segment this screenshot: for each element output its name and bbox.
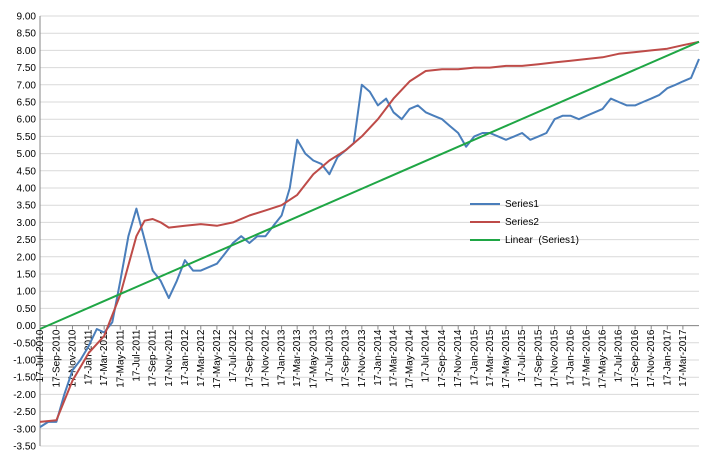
x-tick-label: 17-Jul-2013 xyxy=(324,329,335,382)
x-tick-label: 17-Mar-2014 xyxy=(389,329,400,387)
x-tick-label: 17-Sep-2016 xyxy=(630,329,641,387)
y-tick-label: 4.00 xyxy=(17,184,37,195)
x-tick-label: 17-Jul-2015 xyxy=(517,329,528,382)
x-tick-label: 17-Jan-2016 xyxy=(566,329,577,386)
y-tick-label: 0.50 xyxy=(17,304,37,315)
y-tick-label: 6.00 xyxy=(17,115,37,126)
x-tick-label: 17-Jan-2013 xyxy=(277,329,288,386)
x-tick-label: 17-May-2016 xyxy=(598,329,609,388)
y-tick-label: -1.50 xyxy=(13,373,36,384)
y-tick-label: 1.00 xyxy=(17,287,37,298)
y-tick-label: 5.00 xyxy=(17,149,37,160)
x-tick-label: 17-May-2013 xyxy=(308,329,319,388)
y-tick-label: -3.50 xyxy=(13,442,36,453)
x-tick-label: 17-Nov-2010 xyxy=(67,329,78,387)
y-tick-label: 2.00 xyxy=(17,252,37,263)
y-tick-label: -3.00 xyxy=(13,424,36,435)
y-tick-label: 6.50 xyxy=(17,98,37,109)
legend-label-linear-series1: Linear (Series1) xyxy=(505,235,579,246)
series-lines xyxy=(39,40,700,428)
x-tick-label: 17-Nov-2013 xyxy=(357,329,368,387)
y-tick-label: 5.50 xyxy=(17,132,37,143)
series-line-linear-series1 xyxy=(39,40,700,330)
x-tick-label: 17-Mar-2012 xyxy=(196,329,207,387)
x-tick-label: 17-Sep-2013 xyxy=(341,329,352,387)
y-tick-label: 3.50 xyxy=(17,201,37,212)
x-tick-label: 17-Jul-2012 xyxy=(228,329,239,382)
x-tick-label: 17-Jan-2012 xyxy=(180,329,191,386)
y-tick-label: 1.50 xyxy=(17,270,37,281)
series-line-series2 xyxy=(39,40,700,423)
legend-label-series1: Series1 xyxy=(505,199,539,210)
x-tick-label: 17-Mar-2011 xyxy=(99,329,110,386)
y-tick-label: -0.50 xyxy=(13,338,36,349)
y-tick-label: 8.00 xyxy=(17,46,37,57)
x-axis: 17-Jul-2010 17-Sep-2010 17-Nov-2010 17-Jan-… xyxy=(35,325,699,389)
x-tick-label: 17-May-2012 xyxy=(212,329,223,388)
x-tick-label: 17-Jul-2014 xyxy=(421,329,432,382)
x-tick-label: 17-Mar-2015 xyxy=(485,329,496,387)
x-tick-label: 17-Sep-2010 xyxy=(51,329,62,387)
y-tick-label: 4.50 xyxy=(17,166,37,177)
x-tick-label: 17-Mar-2017 xyxy=(678,329,689,387)
x-tick-label: 17-Jul-2011 xyxy=(131,329,142,382)
x-tick-label: 17-Jan-2014 xyxy=(373,329,384,386)
x-tick-label: 17-Nov-2015 xyxy=(550,329,561,387)
y-tick-label: -1.00 xyxy=(13,356,36,367)
x-tick-label: 17-Sep-2015 xyxy=(533,329,544,387)
x-tick-label: 17-Nov-2016 xyxy=(646,329,657,387)
y-tick-label: -2.00 xyxy=(13,390,36,401)
x-tick-label: 17-Mar-2013 xyxy=(292,329,303,387)
x-tick-label: 17-Mar-2016 xyxy=(582,329,593,387)
x-tick-label: 17-Sep-2011 xyxy=(148,329,159,387)
series-line-series1 xyxy=(39,58,700,428)
x-tick-label: 17-May-2014 xyxy=(405,329,416,388)
y-tick-label: 7.50 xyxy=(17,63,37,74)
x-tick-label: 17-May-2015 xyxy=(501,329,512,388)
y-tick-label: 3.00 xyxy=(17,218,37,229)
y-axis: -3.50 -3.00 -2.50 -2.00 -1.50 -1.00 -0.50 0.00 0… xyxy=(13,12,41,453)
x-tick-label: 17-Jul-2016 xyxy=(614,329,625,382)
y-tick-label: 9.00 xyxy=(17,12,37,23)
x-tick-label: 17-Nov-2011 xyxy=(164,329,175,387)
y-tick-label: 7.00 xyxy=(17,80,37,91)
x-tick-label: 17-Sep-2012 xyxy=(244,329,255,387)
legend-label-series2: Series2 xyxy=(505,217,539,228)
x-tick-label: 17-Jul-2010 xyxy=(35,329,46,382)
x-tick-label: 17-Jan-2017 xyxy=(662,329,673,386)
y-tick-label: 0.00 xyxy=(17,321,37,332)
y-tick-label: 8.50 xyxy=(17,29,37,40)
x-tick-label: 17-Nov-2014 xyxy=(453,329,464,387)
legend: Series1 Series2 Linear (Series1) xyxy=(470,199,579,246)
x-tick-label: 17-May-2011 xyxy=(115,329,126,388)
y-tick-label: -2.50 xyxy=(13,407,36,418)
x-tick-label: 17-Jan-2011 xyxy=(84,329,95,385)
x-tick-label: 17-Jan-2015 xyxy=(469,329,480,386)
x-tick-label: 17-Sep-2014 xyxy=(437,329,448,387)
x-tick-label: 17-Nov-2012 xyxy=(260,329,271,387)
y-tick-label: 2.50 xyxy=(17,235,37,246)
